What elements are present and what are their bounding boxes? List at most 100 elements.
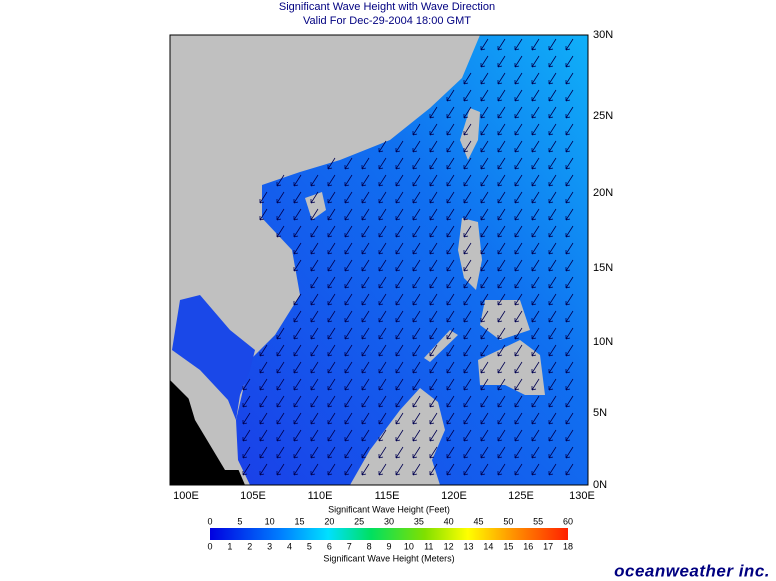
arrow <box>548 174 557 187</box>
arrow <box>565 174 574 187</box>
arrow <box>327 276 336 289</box>
arrow <box>480 225 489 238</box>
arrow <box>293 327 302 340</box>
arrow <box>480 463 489 476</box>
arrow <box>497 208 506 221</box>
arrow <box>429 191 438 204</box>
arrow <box>429 242 438 255</box>
arrow <box>565 140 574 153</box>
arrow <box>514 293 523 306</box>
arrow <box>531 412 540 425</box>
arrow <box>548 463 557 476</box>
map-frame <box>169 34 589 486</box>
map <box>169 34 589 486</box>
subtitle: Valid For Dec-29-2004 18:00 GMT <box>303 15 471 27</box>
meters-tick: 5 <box>307 541 312 551</box>
hainan <box>305 192 326 220</box>
arrow <box>310 412 319 425</box>
meters-tick: 11 <box>424 541 433 551</box>
meters-tick: 16 <box>523 541 533 551</box>
arrow <box>361 208 370 221</box>
meters-tick: 9 <box>386 541 391 551</box>
arrow <box>548 55 557 68</box>
arrow <box>412 123 421 136</box>
lon-label: 125E <box>508 490 534 502</box>
arrow <box>361 395 370 408</box>
feet-tick: 30 <box>384 516 394 526</box>
wave-arrows <box>242 38 574 476</box>
arrow <box>310 293 319 306</box>
arrow <box>497 378 506 391</box>
arrow <box>327 259 336 272</box>
logo: oceanweather inc. <box>614 561 770 580</box>
arrow <box>565 344 574 357</box>
arrow <box>276 208 285 221</box>
arrow <box>514 89 523 102</box>
arrow <box>463 106 472 119</box>
arrow <box>565 72 574 85</box>
arrow <box>446 412 455 425</box>
lon-label: 115E <box>375 490 400 502</box>
arrow <box>429 140 438 153</box>
arrow <box>497 344 506 357</box>
meters-tick: 12 <box>444 541 454 551</box>
lon-label: 130E <box>569 490 595 502</box>
arrow <box>480 157 489 170</box>
arrow <box>344 395 353 408</box>
arrow <box>310 327 319 340</box>
arrow <box>395 242 404 255</box>
arrow <box>446 242 455 255</box>
arrow <box>531 157 540 170</box>
arrow <box>463 191 472 204</box>
arrow <box>327 327 336 340</box>
arrow <box>412 327 421 340</box>
arrow <box>344 344 353 357</box>
meters-tick: 6 <box>327 541 332 551</box>
arrow <box>548 361 557 374</box>
arrow <box>514 191 523 204</box>
arrow <box>293 361 302 374</box>
arrow <box>276 225 285 238</box>
lat-labels: 30N 25N 20N 15N 10N 5N 0N <box>593 29 613 491</box>
arrow <box>429 429 438 442</box>
arrow <box>429 446 438 459</box>
arrow <box>514 361 523 374</box>
arrow <box>514 412 523 425</box>
arrow <box>395 395 404 408</box>
arrow <box>463 429 472 442</box>
arrow <box>378 412 387 425</box>
arrow <box>361 446 370 459</box>
arrow <box>327 225 336 238</box>
arrow <box>378 225 387 238</box>
arrow <box>480 106 489 119</box>
feet-tick: 50 <box>503 516 513 526</box>
arrow <box>446 106 455 119</box>
arrow <box>412 310 421 323</box>
arrow <box>259 208 268 221</box>
arrow <box>310 276 319 289</box>
arrow <box>565 38 574 51</box>
colorbar <box>210 528 568 540</box>
arrow <box>242 463 251 476</box>
arrow <box>310 174 319 187</box>
arrow <box>395 276 404 289</box>
arrow <box>395 344 404 357</box>
arrow <box>497 293 506 306</box>
arrow <box>514 344 523 357</box>
lat-label: 30N <box>593 29 613 41</box>
arrow <box>429 259 438 272</box>
arrow <box>344 446 353 459</box>
arrow <box>395 463 404 476</box>
arrow <box>446 140 455 153</box>
arrow <box>395 412 404 425</box>
arrow <box>310 344 319 357</box>
arrow <box>480 38 489 51</box>
arrow <box>378 191 387 204</box>
arrow <box>463 242 472 255</box>
gulf <box>172 295 255 420</box>
arrow <box>480 361 489 374</box>
arrow <box>565 157 574 170</box>
arrow <box>276 344 285 357</box>
arrow <box>293 293 302 306</box>
arrow <box>361 157 370 170</box>
